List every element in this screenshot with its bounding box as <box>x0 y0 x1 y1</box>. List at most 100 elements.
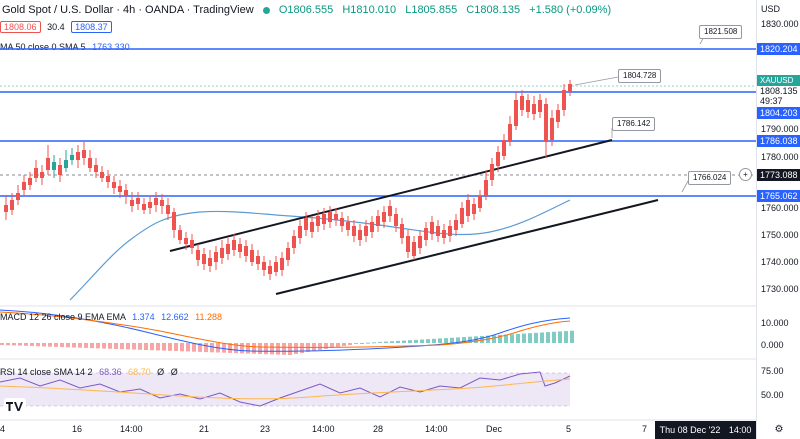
sma-legend[interactable]: MA 50 close 0 SMA 5 1763.330 <box>0 42 130 52</box>
currency-label[interactable]: USD <box>761 4 781 14</box>
candle-body <box>22 182 26 190</box>
macd-histogram-bar <box>168 343 172 351</box>
candle-body <box>250 250 254 262</box>
level-tag-1: 1820.204 <box>757 43 800 55</box>
candle-body <box>442 230 446 238</box>
macd-histogram-bar <box>552 331 556 343</box>
axis-tick: 1730.000 <box>761 284 799 294</box>
macd-histogram-bar <box>294 343 298 354</box>
macd-histogram-bar <box>402 340 406 343</box>
macd-histogram-bar <box>492 335 496 343</box>
level-tag-2: 1804.203 <box>757 107 800 119</box>
macd-histogram-bar <box>30 343 34 347</box>
candle-body <box>148 202 152 208</box>
price-axis[interactable]: USD 1830.000 1820.204 XAUUSD 1808.135 49… <box>756 0 800 439</box>
macd-histogram-bar <box>144 343 148 350</box>
tradingview-logo[interactable] <box>4 398 26 414</box>
candle-body <box>184 238 188 244</box>
candle-body <box>172 212 176 230</box>
macd-histogram-bar <box>540 332 544 343</box>
sell-button[interactable]: 1808.06 <box>0 21 41 33</box>
chart-canvas[interactable] <box>0 0 756 439</box>
macd-histogram-bar <box>564 331 568 343</box>
time-label: 14:00 <box>425 424 448 434</box>
time-label: 14:00 <box>312 424 335 434</box>
macd-histogram-bar <box>150 343 154 351</box>
candle-body <box>286 248 290 260</box>
candle-body <box>274 262 278 272</box>
axis-tick: 1750.000 <box>761 230 799 240</box>
channel-lower-trendline[interactable] <box>275 199 659 295</box>
symbol-title[interactable]: Gold Spot / U.S. Dollar · 4h · OANDA · T… <box>2 4 254 16</box>
macd-line <box>0 309 571 352</box>
candle-body <box>436 226 440 236</box>
ohlc-change: +1.580 (+0.09%) <box>529 4 612 16</box>
rsi-value-1: 68.36 <box>99 367 122 377</box>
candle-body <box>130 200 134 206</box>
candle-body <box>10 200 14 210</box>
macd-histogram-bar <box>78 343 82 348</box>
macd-histogram-bar <box>426 339 430 343</box>
macd-histogram-bar <box>276 343 280 355</box>
macd-histogram-bar <box>156 343 160 351</box>
macd-histogram-bar <box>444 338 448 343</box>
price-note-1[interactable]: 1821.508 <box>699 25 743 39</box>
candle-body <box>232 240 236 250</box>
buy-button[interactable]: 1808.37 <box>71 21 112 33</box>
macd-histogram-bar <box>114 343 118 349</box>
time-label: 5 <box>566 424 572 434</box>
macd-histogram-bar <box>360 343 364 344</box>
macd-histogram-bar <box>504 334 508 343</box>
candle-body <box>214 252 218 262</box>
rsi-value-2: 68.70 <box>128 367 151 377</box>
candle-body <box>538 100 542 112</box>
signal-line <box>0 311 571 348</box>
candle-body <box>388 206 392 216</box>
time-label: 4 <box>0 424 6 434</box>
candle-body <box>94 165 98 172</box>
countdown-tag: 49:37 <box>757 96 800 106</box>
macd-histogram-bar <box>120 343 124 350</box>
candle-body <box>526 100 530 112</box>
macd-histogram-bar <box>330 343 334 348</box>
candle-body <box>196 250 200 260</box>
rsi-line <box>0 371 571 407</box>
macd-histogram-bar <box>198 343 202 352</box>
macd-legend[interactable]: MACD 12 26 close 9 EMA EMA 1.374 12.662 … <box>0 312 222 322</box>
candle-body <box>4 205 8 212</box>
settings-gear-icon[interactable]: ⚙ <box>774 424 784 435</box>
macd-histogram-bar <box>246 343 250 354</box>
time-label: 14:00 <box>120 424 143 434</box>
candle-body <box>208 258 212 266</box>
macd-histogram-bar <box>72 343 76 348</box>
price-note-4[interactable]: 1766.024 <box>688 171 732 185</box>
macd-histogram-bar <box>240 343 244 354</box>
rsi-value-3: Ø <box>157 367 165 377</box>
macd-histogram-bar <box>186 343 190 352</box>
candle-body <box>28 178 32 185</box>
price-note-2[interactable]: 1804.728 <box>618 69 662 83</box>
macd-histogram-bar <box>324 343 328 349</box>
channel-upper-trendline[interactable] <box>169 139 613 252</box>
crosshair-plus-icon[interactable]: + <box>739 168 752 181</box>
candle-body <box>412 242 416 256</box>
macd-histogram-bar <box>354 343 358 344</box>
price-note-3[interactable]: 1786.142 <box>612 117 656 131</box>
candle-body <box>52 162 56 170</box>
macd-histogram-bar <box>24 343 28 346</box>
candle-body <box>160 200 164 206</box>
candle-body <box>448 226 452 236</box>
macd-histogram-bar <box>0 343 4 345</box>
ma-curve[interactable] <box>69 199 571 301</box>
candle-body <box>484 180 488 196</box>
candle-body <box>88 158 92 168</box>
macd-value-3: 11.288 <box>195 312 223 322</box>
rsi-legend[interactable]: RSI 14 close SMA 14 2 68.36 68.70 Ø Ø <box>0 367 178 377</box>
macd-histogram-bar <box>528 333 532 343</box>
candle-body <box>202 254 206 264</box>
macd-histogram-bar <box>468 336 472 343</box>
candle-body <box>82 150 86 158</box>
candle-body <box>46 158 50 170</box>
rsi-label: RSI 14 close SMA 14 2 <box>0 367 93 377</box>
